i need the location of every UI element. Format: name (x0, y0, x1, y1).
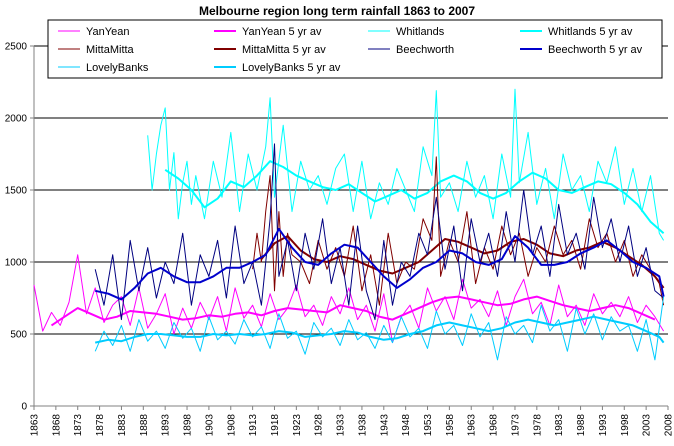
series-line-lovelybanks (94, 296, 665, 361)
x-tick-label: 1938 (357, 414, 368, 437)
y-tick-label: 2500 (5, 42, 28, 53)
legend-label-whitlands-5-yr-av: Whitlands 5 yr av (548, 26, 633, 38)
x-tick-label: 1898 (183, 414, 194, 437)
x-tick-label: 1923 (292, 414, 303, 437)
x-tick-label: 1893 (161, 414, 172, 437)
legend-label-lovelybanks: LovelyBanks (86, 62, 149, 74)
x-tick-label: 2003 (642, 414, 653, 437)
series-line-whitlands (147, 88, 665, 241)
x-tick-label: 1873 (73, 414, 84, 437)
legend-label-lovelybanks-5-yr-av: LovelyBanks 5 yr av (242, 62, 341, 74)
legend-label-mittamitta: MittaMitta (86, 44, 135, 56)
x-tick-label: 1948 (401, 414, 412, 437)
series-line-beechworth (94, 143, 664, 321)
x-tick-label: 1973 (510, 414, 521, 437)
series-line-beechworth-5-yr-av (94, 227, 665, 301)
x-tick-label: 1928 (314, 414, 325, 437)
legend-box (47, 19, 663, 79)
x-tick-label: 1863 (30, 414, 41, 437)
y-tick-label: 1000 (5, 258, 28, 269)
x-tick-label: 1983 (554, 414, 565, 437)
legend: YanYean YanYean 5 yr av Whitlands Whitlands… (47, 19, 663, 79)
x-tick-label: 1968 (489, 414, 500, 437)
y-tick-label: 2000 (5, 114, 28, 125)
x-tick-label: 1943 (379, 414, 390, 437)
legend-label-beechworth: Beechworth (396, 44, 454, 56)
y-tick-label: 500 (10, 330, 27, 341)
series-line-mittamitta-5-yr-av (260, 235, 665, 289)
x-tick-label: 1888 (139, 414, 150, 437)
x-tick-label: 1913 (248, 414, 259, 437)
x-tick-label: 1868 (51, 414, 62, 437)
x-tick-label: 1953 (423, 414, 434, 437)
x-tick-label: 1998 (620, 414, 631, 437)
series-line-yanyean-5-yr-av (50, 295, 656, 327)
x-tick-label: 1933 (336, 414, 347, 437)
legend-label-beechworth-5-yr-av: Beechworth 5 yr av (548, 44, 643, 56)
x-tick-label: 1988 (576, 414, 587, 437)
chart-title: Melbourne region long term rainfall 1863… (199, 4, 475, 18)
x-tick-label: 1993 (598, 414, 609, 437)
x-tick-label: 2008 (664, 414, 674, 437)
x-tick-label: 1918 (270, 414, 281, 437)
series-line-lovelybanks-5-yr-av (94, 315, 665, 344)
x-tick-label: 1958 (445, 414, 456, 437)
legend-label-whitlands: Whitlands (396, 26, 445, 38)
legend-label-yanyean: YanYean (86, 26, 129, 38)
x-tick-label: 1963 (467, 414, 478, 437)
x-tick-label: 1908 (226, 414, 237, 437)
series-lines (33, 88, 665, 361)
legend-label-yanyean-5-yr-av: YanYean 5 yr av (242, 26, 322, 38)
axes: 0 500 1000 1500 2000 2500 1863 1868 1873 1878 1883… (5, 42, 674, 437)
x-tick-label: 1883 (117, 414, 128, 437)
y-tick-label: 1500 (5, 186, 28, 197)
y-tick-label: 0 (21, 402, 27, 413)
legend-label-mittamitta-5-yr-av: MittaMitta 5 yr av (242, 44, 326, 56)
x-tick-label: 1903 (204, 414, 215, 437)
x-tick-label: 1978 (532, 414, 543, 437)
series-line-whitlands-5-yr-av (164, 160, 665, 234)
x-tick-label: 1878 (95, 414, 106, 437)
